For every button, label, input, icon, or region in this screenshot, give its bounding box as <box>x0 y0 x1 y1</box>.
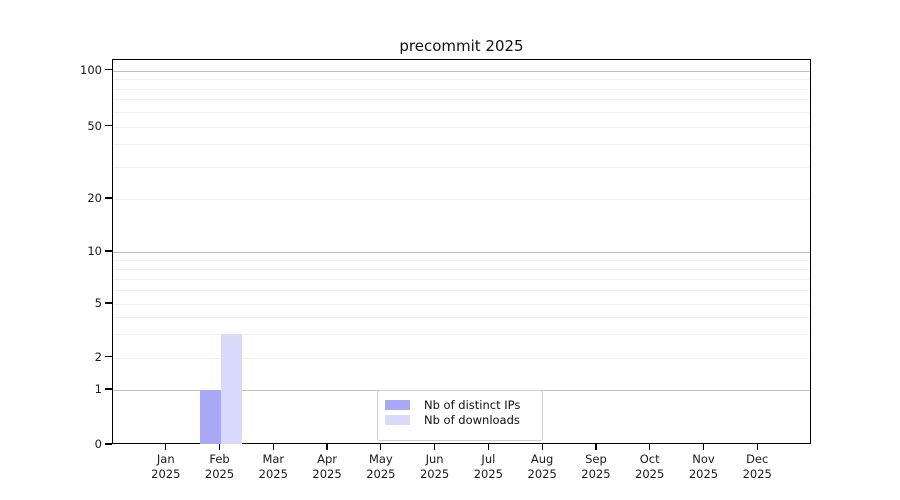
x-tick-year: 2025 <box>527 466 557 481</box>
x-tick-mark <box>649 444 651 450</box>
x-tick-label: Mar 2025 <box>241 452 305 481</box>
legend-swatch <box>385 399 410 410</box>
y-tick-label: 100 <box>80 62 102 77</box>
x-tick-label: Oct 2025 <box>618 452 682 481</box>
x-tick-year: 2025 <box>419 466 450 481</box>
x-tick-month: Jul <box>481 452 496 466</box>
x-tick-label: May 2025 <box>349 452 413 481</box>
minor-gridline <box>113 79 810 80</box>
major-gridline <box>113 252 810 253</box>
x-tick-year: 2025 <box>151 466 181 481</box>
x-tick-year: 2025 <box>204 466 235 481</box>
x-tick-mark <box>380 444 382 450</box>
minor-gridline <box>113 111 810 113</box>
x-tick-month: Jan <box>156 452 175 466</box>
plot-area <box>112 59 811 444</box>
x-tick-month: Oct <box>639 452 660 466</box>
minor-gridline <box>113 290 810 292</box>
x-tick-year: 2025 <box>742 466 772 481</box>
x-tick-month: Aug <box>530 452 554 466</box>
minor-gridline <box>113 99 810 101</box>
x-tick-month: Sep <box>585 452 607 466</box>
x-tick-label: Dec 2025 <box>725 452 789 481</box>
x-tick-mark <box>487 444 489 450</box>
x-tick-year: 2025 <box>581 466 611 481</box>
y-tick-mark <box>105 302 112 304</box>
y-tick-mark <box>105 124 112 127</box>
chart-title: precommit 2025 <box>399 37 524 55</box>
x-tick-month: Dec <box>746 452 769 466</box>
minor-gridline <box>113 166 810 168</box>
y-tick-label: 20 <box>87 191 102 205</box>
x-tick-year: 2025 <box>312 466 342 481</box>
x-tick-year: 2025 <box>635 466 665 481</box>
minor-gridline <box>113 304 810 305</box>
y-tick-mark <box>105 356 112 358</box>
minor-gridline <box>113 357 810 359</box>
minor-gridline <box>113 144 810 146</box>
x-tick-mark <box>595 444 597 450</box>
minor-gridline <box>113 317 810 319</box>
minor-gridline <box>113 268 810 270</box>
legend-label: Nb of distinct IPs <box>424 397 521 412</box>
minor-gridline <box>113 88 810 90</box>
y-tick-mark <box>105 197 112 199</box>
x-tick-label: Jul 2025 <box>456 452 520 481</box>
minor-gridline <box>113 126 810 128</box>
x-tick-label: Apr 2025 <box>295 452 359 481</box>
x-tick-year: 2025 <box>473 466 504 481</box>
x-tick-year: 2025 <box>258 466 288 481</box>
x-tick-mark <box>541 444 543 450</box>
x-tick-mark <box>434 444 436 450</box>
x-tick-month: Nov <box>692 452 715 466</box>
bar-downloads <box>220 333 242 444</box>
x-tick-year: 2025 <box>366 466 396 481</box>
bar-distinct-ips <box>199 390 221 444</box>
major-gridline <box>113 70 810 72</box>
y-tick-mark <box>105 68 112 71</box>
x-tick-month: Apr <box>317 452 338 466</box>
legend-item: Nb of distinct IPs <box>378 397 542 412</box>
x-tick-mark <box>218 444 221 450</box>
y-tick-label: 0 <box>94 437 102 451</box>
x-tick-mark <box>756 444 758 450</box>
y-tick-label: 1 <box>94 382 102 396</box>
x-tick-month: Feb <box>209 452 230 466</box>
x-tick-label: Jun 2025 <box>403 452 467 481</box>
x-tick-month: May <box>368 452 393 466</box>
x-tick-label: Feb 2025 <box>188 452 252 481</box>
y-tick-mark <box>105 388 112 390</box>
x-tick-month: Mar <box>262 452 285 466</box>
minor-gridline <box>113 333 810 335</box>
x-tick-label: Jan 2025 <box>134 452 198 481</box>
minor-gridline <box>113 199 810 200</box>
x-tick-label: Aug 2025 <box>510 452 574 481</box>
x-tick-mark <box>326 444 328 450</box>
y-tick-label: 2 <box>94 349 102 364</box>
legend: Nb of distinct IPs Nb of downloads <box>377 390 543 441</box>
legend-item: Nb of downloads <box>378 412 542 427</box>
y-tick-label: 5 <box>94 296 102 310</box>
legend-swatch <box>385 414 410 425</box>
y-tick-label: 10 <box>87 244 102 258</box>
x-tick-month: Jun <box>425 452 444 466</box>
x-tick-label: Sep 2025 <box>564 452 628 481</box>
x-tick-mark <box>702 444 705 450</box>
x-tick-mark <box>165 444 167 450</box>
minor-gridline <box>113 278 810 280</box>
y-tick-mark <box>105 443 112 445</box>
x-tick-label: Nov 2025 <box>671 452 735 481</box>
legend-label: Nb of downloads <box>424 412 520 427</box>
x-tick-year: 2025 <box>688 466 719 481</box>
y-tick-label: 50 <box>87 118 102 133</box>
x-tick-mark <box>272 444 274 450</box>
y-tick-mark <box>105 250 112 252</box>
minor-gridline <box>113 259 810 261</box>
